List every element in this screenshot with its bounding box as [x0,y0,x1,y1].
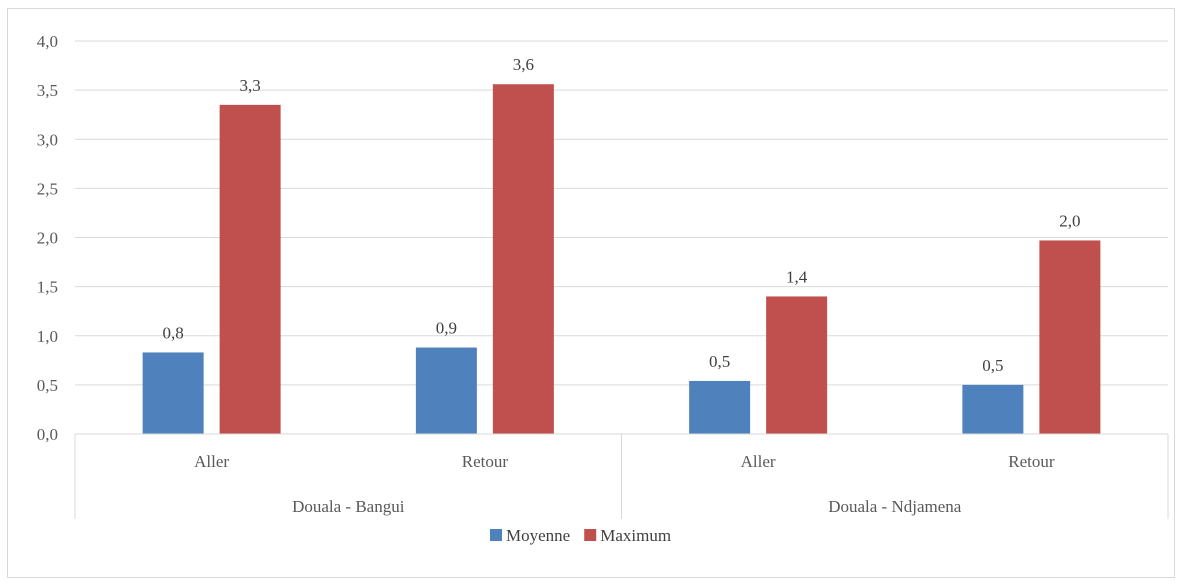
legend: Moyenne Maximum [490,526,671,545]
data-label: 0,5 [982,356,1003,375]
bar-maximum [492,84,554,434]
data-label: 3,6 [513,55,534,74]
bar-chart: 0,0 0,5 1,0 1,5 2,0 2,5 3,0 3,5 4,0 0,8 0,9 0,5 0,5… [37,32,1169,545]
data-label: 3,3 [240,76,261,95]
bar-moyenne [415,347,477,434]
y-tick-label: 1,5 [37,278,58,297]
y-tick-label: 0,5 [37,376,58,395]
bar-moyenne [962,384,1024,434]
y-axis: 0,0 0,5 1,0 1,5 2,0 2,5 3,0 3,5 4,0 [37,32,58,444]
y-tick-label: 2,0 [37,229,58,248]
x-group-label: Douala - Ndjamena [828,497,962,516]
x-category-label: Retour [1008,452,1055,471]
legend-swatch-moyenne [490,529,502,541]
bar-moyenne [689,380,751,434]
data-label: 0,8 [163,323,184,342]
y-tick-label: 4,0 [37,32,58,51]
y-tick-label: 0,0 [37,425,58,444]
x-category-label: Aller [194,452,229,471]
legend-label-maximum: Maximum [600,526,671,545]
y-tick-label: 2,5 [37,179,58,198]
legend-label-moyenne: Moyenne [506,526,570,545]
chart-frame: 0,0 0,5 1,0 1,5 2,0 2,5 3,0 3,5 4,0 0,8 0,9 0,5 0,5… [7,8,1175,578]
data-label: 0,9 [436,319,457,338]
x-category-label: Aller [741,452,776,471]
bars: 0,8 0,9 0,5 0,5 3,3 3,6 1,4 2,0 [142,55,1101,435]
x-group-label: Douala - Bangui [292,497,405,516]
y-tick-label: 3,5 [37,81,58,100]
y-tick-label: 1,0 [37,327,58,346]
bar-maximum [766,296,828,434]
bar-moyenne [142,352,204,434]
bar-maximum [1039,240,1101,434]
y-tick-label: 3,0 [37,130,58,149]
x-category-label: Retour [462,452,509,471]
legend-swatch-maximum [584,529,597,541]
bar-maximum [219,104,281,435]
x-axis: Aller Retour Aller Retour Douala - Bangui Dou… [74,433,1169,519]
data-label: 0,5 [709,352,730,371]
data-label: 2,0 [1059,211,1080,230]
data-label: 1,4 [786,267,808,286]
